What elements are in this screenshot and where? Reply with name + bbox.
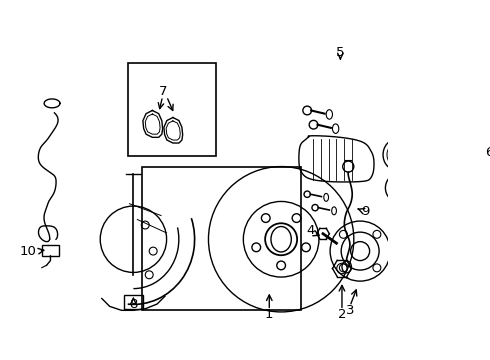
Text: 5: 5 [336, 45, 344, 59]
Bar [124, 294, 143, 309]
Text: 8: 8 [129, 298, 138, 311]
Text: 9: 9 [362, 205, 370, 218]
Text: 4: 4 [306, 224, 315, 237]
Text: 3: 3 [345, 304, 354, 317]
Text: 6: 6 [485, 146, 490, 159]
Bar [128, 63, 216, 156]
Text: 7: 7 [158, 85, 167, 98]
Text: 10: 10 [20, 244, 37, 258]
Bar [42, 245, 59, 256]
Bar [142, 167, 301, 310]
Text: 1: 1 [265, 308, 273, 321]
Text: 2: 2 [338, 308, 346, 321]
